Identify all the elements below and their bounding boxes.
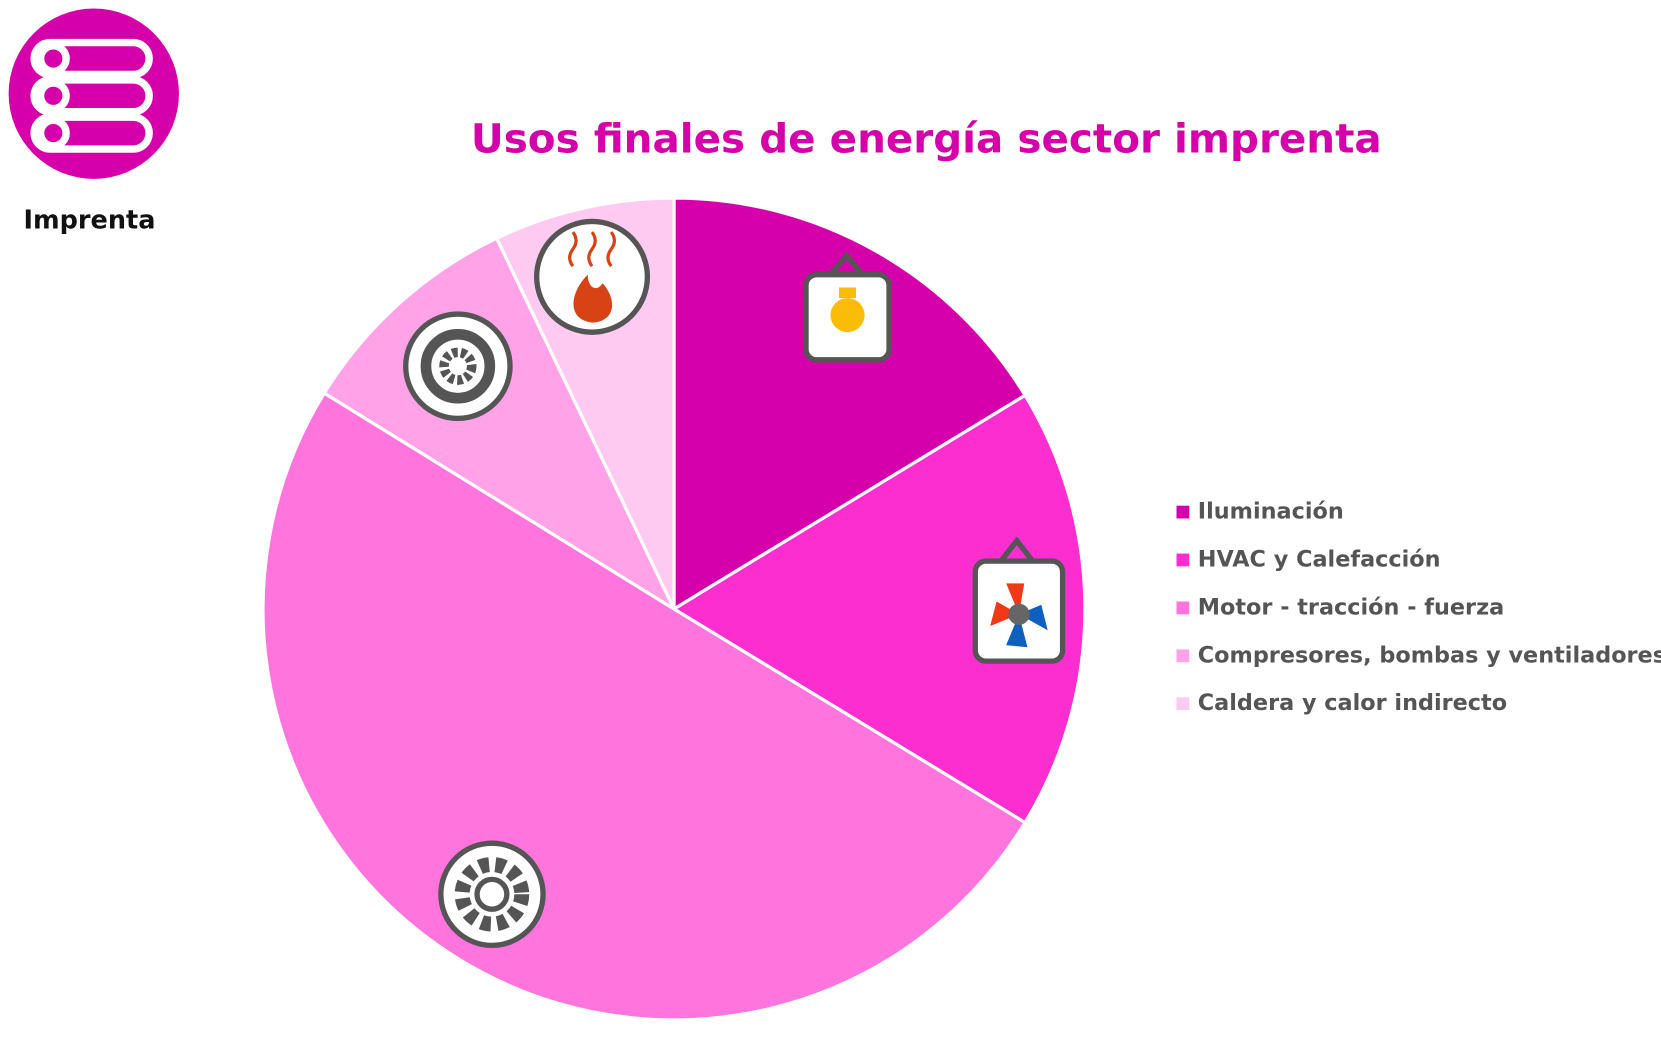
legend-label: HVAC y Calefacción <box>1198 546 1441 572</box>
logo-label: Imprenta <box>24 205 156 235</box>
icons <box>403 218 1066 949</box>
logo: Imprenta <box>8 8 179 235</box>
pie <box>261 196 1087 1022</box>
legend-swatch <box>1176 601 1190 615</box>
logo-circle <box>8 8 179 179</box>
legend-swatch <box>1176 649 1190 663</box>
icon-light <box>803 251 892 363</box>
chart-title: Usos finales de energía sector imprenta <box>471 115 1382 163</box>
legend-label: Iluminación <box>1198 499 1344 525</box>
icon-fan <box>972 536 1066 664</box>
pie-slice <box>670 393 1087 825</box>
logo-rolls <box>30 38 153 153</box>
legend-swatch <box>1176 697 1190 711</box>
icon-gear-large <box>438 840 546 949</box>
legend-swatch <box>1176 553 1190 567</box>
pie-slice <box>672 196 1028 612</box>
legend-label: Motor - tracción - fuerza <box>1198 594 1504 620</box>
icon-boiler <box>534 218 651 335</box>
icon-compressor <box>403 311 513 422</box>
legend: Iluminación HVAC y Calefacción Motor - tra… <box>1176 499 1661 716</box>
legend-label: Compresores, bombas y ventiladores <box>1198 642 1661 668</box>
legend-label: Caldera y calor indirecto <box>1198 690 1507 716</box>
legend-swatch <box>1176 505 1190 519</box>
pie-slice <box>322 236 678 614</box>
